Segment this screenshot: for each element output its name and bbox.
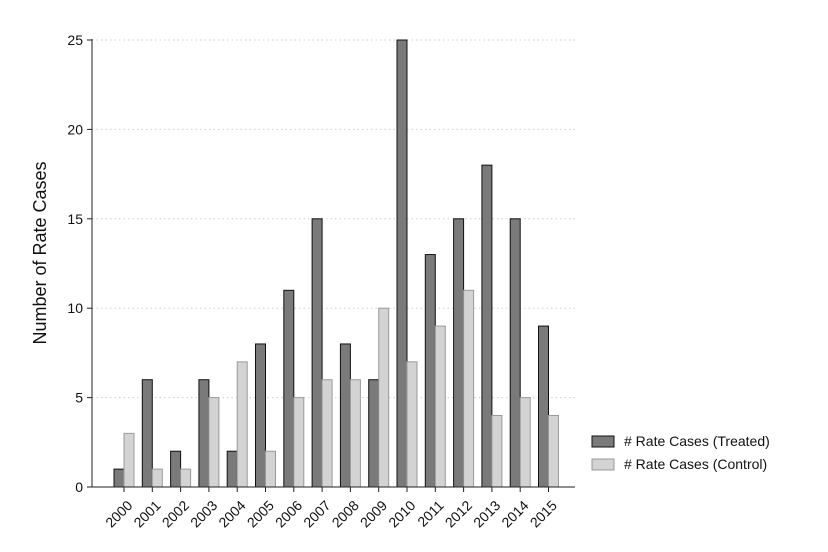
bar-control-2015 xyxy=(548,414,559,488)
y-tick-label: 10 xyxy=(67,300,83,316)
x-tick-label: 2012 xyxy=(442,497,475,530)
bar-treated-2001 xyxy=(141,379,153,488)
legend-label-treated: # Rate Cases (Treated) xyxy=(624,433,770,449)
bar-treated-2002 xyxy=(170,450,182,488)
bar-control-2005 xyxy=(265,450,276,488)
bar-treated-2004 xyxy=(226,450,238,488)
bar-control-2009 xyxy=(378,307,390,488)
y-tick-label: 20 xyxy=(67,121,83,137)
bar-control-2012 xyxy=(463,289,475,488)
x-tick-label: 2000 xyxy=(102,497,135,530)
bar-treated-2008 xyxy=(339,343,351,488)
bar-treated-2015 xyxy=(538,325,549,488)
x-tick-label: 2009 xyxy=(357,497,390,530)
legend-swatch-control xyxy=(591,458,615,471)
bar-treated-2013 xyxy=(481,164,493,488)
y-tick-label: 5 xyxy=(75,390,83,406)
x-tick-label: 2005 xyxy=(244,497,277,530)
bar-treated-2000 xyxy=(113,468,125,488)
gridlines xyxy=(92,39,575,399)
bar-control-2010 xyxy=(406,361,418,488)
bar-control-2002 xyxy=(180,468,192,488)
x-tick-label: 2003 xyxy=(187,497,220,530)
y-tick-label: 25 xyxy=(67,32,83,48)
x-tick-label: 2013 xyxy=(470,497,503,530)
y-tick-label: 15 xyxy=(67,211,83,227)
x-tick-label: 2006 xyxy=(272,497,305,530)
legend: # Rate Cases (Treated) # Rate Cases (Cont… xyxy=(591,433,770,472)
bar-treated-2007 xyxy=(311,218,323,488)
x-tick-label: 2001 xyxy=(130,497,163,530)
bar-control-2006 xyxy=(293,397,305,488)
bar-treated-2006 xyxy=(283,289,295,488)
bar-treated-2014 xyxy=(509,218,521,488)
bar-control-2003 xyxy=(208,397,220,488)
bar-treated-2010 xyxy=(396,39,408,488)
x-tick-label: 2015 xyxy=(527,497,560,530)
bar-treated-2009 xyxy=(368,379,380,488)
axes xyxy=(87,39,575,492)
bar-control-2004 xyxy=(236,361,248,488)
bar-treated-2003 xyxy=(198,379,210,488)
bar-treated-2012 xyxy=(453,218,465,488)
bar-control-2001 xyxy=(151,468,163,488)
x-tick-label: 2014 xyxy=(498,497,531,530)
y-tick-label: 0 xyxy=(75,479,83,495)
bar-control-2000 xyxy=(123,432,135,488)
bar-control-2011 xyxy=(434,325,446,488)
x-tick-label: 2011 xyxy=(414,497,447,530)
bar-control-2008 xyxy=(349,379,361,488)
x-tick-label: 2004 xyxy=(215,497,248,530)
legend-label-control: # Rate Cases (Control) xyxy=(624,456,767,472)
bar-control-2013 xyxy=(491,414,503,488)
bars xyxy=(113,39,559,488)
x-tick-label: 2008 xyxy=(329,497,362,530)
y-axis-title: Number of Rate Cases xyxy=(30,161,50,344)
bar-control-2007 xyxy=(321,379,333,488)
bar-treated-2005 xyxy=(255,343,266,488)
x-tick-label: 2002 xyxy=(159,497,192,530)
x-tick-label: 2010 xyxy=(385,497,418,530)
x-tick-label: 2007 xyxy=(300,497,333,530)
legend-swatch-treated xyxy=(591,435,615,448)
bar-treated-2011 xyxy=(424,254,436,488)
bar-control-2014 xyxy=(519,397,531,488)
